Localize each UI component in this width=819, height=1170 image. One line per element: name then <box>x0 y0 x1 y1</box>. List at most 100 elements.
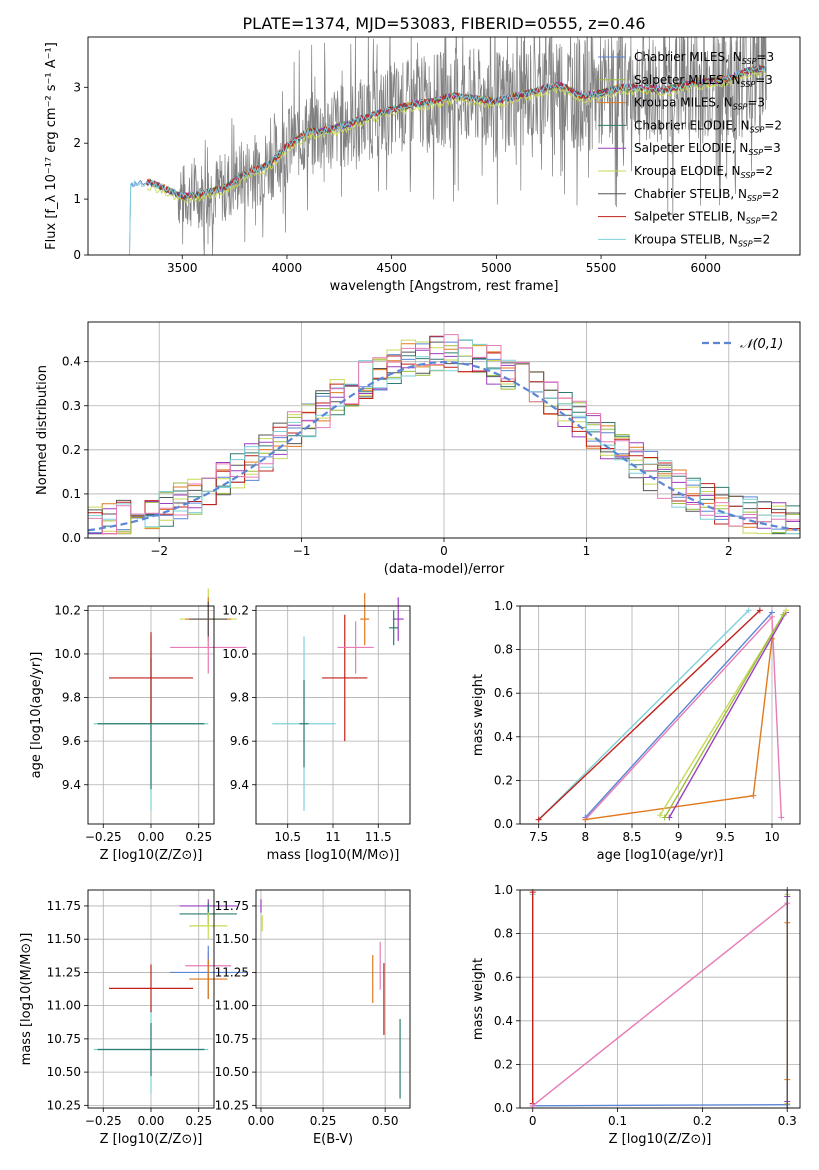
x-tick-label: 0.00 <box>138 1114 165 1128</box>
series-marker <box>535 816 542 823</box>
legend-label: Kroupa STELIB, NSSP=2 <box>634 232 770 248</box>
series-marker <box>745 607 752 614</box>
x-tick-label: 5000 <box>481 261 512 275</box>
y-tick-label: 0.1 <box>62 487 81 501</box>
y-tick-label: 0.2 <box>494 773 513 787</box>
axes-frame <box>519 605 801 825</box>
x-tick-label: 9.5 <box>716 830 735 844</box>
y-tick-label: 11.00 <box>47 999 81 1013</box>
legend: Chabrier MILES, NSSP=3 Salpeter MILES, NS… <box>598 50 782 248</box>
y-tick-label: 10.50 <box>215 1065 249 1079</box>
x-tick-label: 0.25 <box>310 1114 337 1128</box>
x-axis-label: E(B-V) <box>313 1132 353 1147</box>
series-marker <box>657 812 663 819</box>
y-tick-label: 10.75 <box>47 1032 81 1046</box>
y-tick-label: 11.75 <box>47 899 81 913</box>
x-tick-label: 6000 <box>690 261 721 275</box>
y-tick-label: 0.2 <box>62 443 81 457</box>
axes-frame <box>87 889 215 1109</box>
y-tick-label: 9.6 <box>230 734 249 748</box>
x-tick-label: 11 <box>325 830 340 844</box>
y-tick-label: 1.0 <box>494 599 513 613</box>
x-tick-label: 10.5 <box>274 830 301 844</box>
y-tick-label: 0 <box>73 248 81 262</box>
x-tick-label: 8 <box>582 830 590 844</box>
y-axis-label: mass weight <box>471 674 486 756</box>
y-tick-label: 10.25 <box>215 1098 249 1112</box>
y-tick-label: 0.0 <box>494 1101 513 1115</box>
x-tick-label: 4000 <box>272 261 303 275</box>
y-tick-label: 9.6 <box>62 734 81 748</box>
series-marker <box>769 613 775 620</box>
axes-frame <box>87 36 801 256</box>
x-tick-label: −0.25 <box>85 830 122 844</box>
x-tick-label: 0.50 <box>372 1114 399 1128</box>
model-line <box>146 68 767 205</box>
y-tick-label: 1.0 <box>494 883 513 897</box>
y-axis-label: age [log10(age/yr)] <box>29 652 44 779</box>
y-tick-label: 0.6 <box>494 970 513 984</box>
y-tick-label: 11.00 <box>215 999 249 1013</box>
axes-frame <box>255 605 411 825</box>
y-tick-label: 11.25 <box>47 965 81 979</box>
x-axis-label: age [log10(age/yr)] <box>597 848 724 863</box>
legend-label: Salpeter MILES, NSSP=3 <box>634 73 773 89</box>
x-tick-label: 0.00 <box>248 1114 275 1128</box>
y-tick-label: 0.3 <box>62 399 81 413</box>
plot-area-residuals <box>88 334 800 535</box>
legend-label: Kroupa ELODIE, NSSP=2 <box>634 164 773 180</box>
histogram-step-line <box>88 334 800 535</box>
chart-massweight-vs-Z: 0 0.1 0.2 0.3 0.0 0.2 0.4 0.6 0.8 1.0 Z [log10(Z/Z… <box>471 883 801 1147</box>
series-marker <box>582 816 589 823</box>
series-marker <box>778 814 785 821</box>
y-tick-label: 2 <box>73 136 81 150</box>
x-tick-label: 1 <box>583 544 591 558</box>
x-tick-label: −1 <box>293 544 311 558</box>
y-tick-label: 0.8 <box>494 643 513 657</box>
y-tick-label: 9.4 <box>230 778 249 792</box>
series-line <box>584 612 773 818</box>
x-tick-label: 0.25 <box>185 830 212 844</box>
y-tick-label: 10.0 <box>222 647 249 661</box>
series-line <box>538 609 750 821</box>
x-tick-label: 0.3 <box>778 1114 797 1128</box>
x-axis-label: Z [log10(Z/Z⊙)] <box>100 1132 203 1147</box>
x-axis-label: (data-model)/error <box>384 562 505 577</box>
y-tick-label: 0.6 <box>494 686 513 700</box>
plot-area-spectrum <box>125 37 767 255</box>
y-tick-label: 10.25 <box>47 1098 81 1112</box>
axes-frame <box>255 889 411 1109</box>
y-tick-label: 10.50 <box>47 1065 81 1079</box>
y-tick-label: 9.8 <box>62 691 81 705</box>
x-tick-label: 0 <box>529 1114 537 1128</box>
y-tick-label: 0.8 <box>494 927 513 941</box>
y-tick-label: 11.25 <box>215 965 249 979</box>
series-marker <box>661 814 668 821</box>
series-marker <box>783 607 789 614</box>
y-tick-label: 9.4 <box>62 778 81 792</box>
x-tick-label: 0.2 <box>693 1114 712 1128</box>
series-line <box>532 902 788 1107</box>
plot-area-massweight-vs-Z <box>529 887 791 1111</box>
series-line <box>584 615 782 821</box>
y-axis-label: mass weight <box>471 958 486 1040</box>
plot-area-massweight-vs-age <box>535 607 789 823</box>
y-tick-label: 1 <box>73 192 81 206</box>
legend-label: Chabrier STELIB, NSSP=2 <box>634 187 779 203</box>
legend-label: Salpeter ELODIE, NSSP=3 <box>634 141 781 157</box>
chart-mass-vs-Z: −0.25 0.00 0.2510.2510.5010.7511.0011.2511… <box>19 889 247 1147</box>
legend-label: Chabrier ELODIE, NSSP=2 <box>634 118 782 134</box>
x-tick-label: 8.5 <box>622 830 641 844</box>
chart-age-vs-Z: −0.25 0.00 0.25 9.4 9.6 9.8 10.0 10.2 Z [log10(Z… <box>29 588 247 863</box>
legend-label: Kroupa MILES, NSSP=3 <box>634 96 765 112</box>
plot-area-mass-vs-Z <box>93 899 247 1094</box>
chart-mass-vs-ebv: 0.00 0.25 0.50 10.25 10.50 10.75 11.00 11.25 11.… <box>215 889 411 1147</box>
series-line <box>532 1104 788 1107</box>
y-axis-label: mass [log10(M/M⊙)] <box>19 933 34 1066</box>
series-marker <box>750 792 757 799</box>
legend-label: Salpeter STELIB, NSSP=2 <box>634 210 778 226</box>
x-tick-label: 4500 <box>376 261 407 275</box>
axes-frame <box>519 889 801 1109</box>
y-tick-label: 0.0 <box>494 817 513 831</box>
